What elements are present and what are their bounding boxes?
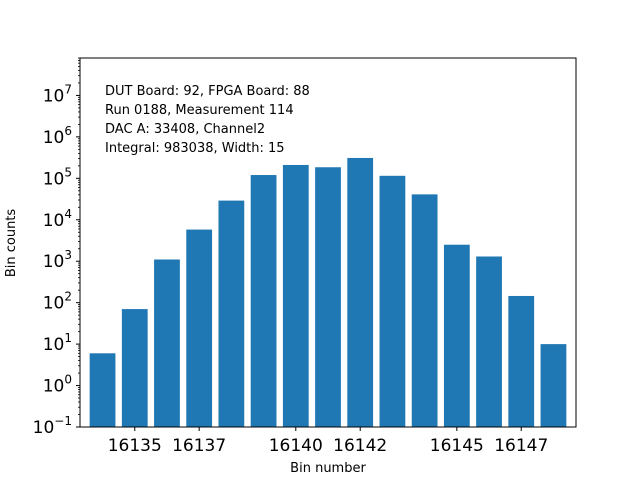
bar-16136 [154,259,180,427]
bar-16140 [282,164,309,427]
y-tick-label: 107 [43,82,72,106]
x-axis-label: Bin number [290,461,366,476]
x-tick-label: 16140 [269,436,323,456]
x-tick-label: 16147 [494,436,548,456]
bar-16142 [347,157,374,427]
y-tick-label: 104 [43,207,72,231]
y-tick-label: 100 [43,373,72,397]
bar-16146 [476,256,502,427]
bar-16145 [443,244,470,427]
bar-16141 [315,167,341,427]
x-axis: 16135 16137 16140 16142 16145 16147 [108,427,548,456]
bar-16148 [540,344,567,427]
bar-16143 [379,175,406,427]
annotation-line-4: Integral: 983038, Width: 15 [105,141,285,156]
plot-frame [79,57,577,428]
x-tick-label: 16137 [172,436,226,456]
x-tick-label: 16135 [108,436,162,456]
annotation-block: DUT Board: 92, FPGA Board: 88 Run 0188, M… [105,84,310,156]
bar-16138 [218,200,245,427]
y-tick-label: 102 [43,290,72,314]
annotation-line-3: DAC A: 33408, Channel2 [105,122,265,137]
bar-16144 [411,194,438,427]
bar-16137 [186,229,213,427]
bar-16147 [508,295,535,427]
x-tick-label: 16145 [430,436,484,456]
annotation-line-1: DUT Board: 92, FPGA Board: 88 [105,84,310,99]
bar-16134 [89,353,116,427]
bars-group [89,157,567,427]
bar-16139 [250,175,277,427]
y-tick-label: 105 [43,165,72,189]
y-tick-label: 106 [43,124,72,148]
y-tick-label: 101 [43,331,72,355]
annotation-line-2: Run 0188, Measurement 114 [105,103,294,118]
y-axis: 10−1 100 101 102 103 104 105 106 107 [33,57,80,438]
y-axis-label: Bin counts [4,209,19,278]
bar-16135 [121,309,148,427]
y-tick-label: 10−1 [33,414,72,438]
x-tick-label: 16142 [333,436,387,456]
y-tick-label: 103 [43,248,72,272]
